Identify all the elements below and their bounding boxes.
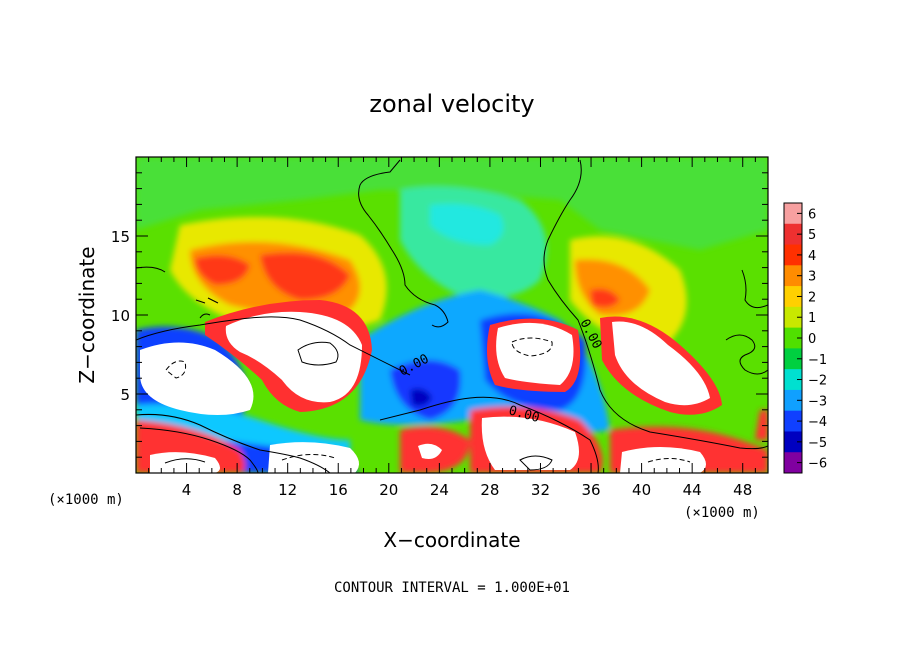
y-tick-label-0: 5	[120, 386, 130, 404]
x-tick-label-9: 40	[632, 481, 651, 499]
colorbar-tick-label-11: −5	[808, 436, 827, 451]
colorbar-tick-label-10: −4	[808, 415, 827, 430]
white-region-bottom-mid-left	[268, 442, 359, 473]
contour-white-left	[297, 341, 339, 366]
white-region-left-big	[225, 311, 362, 403]
colorbar-tick-label-6: 0	[808, 332, 816, 347]
y-tick-label-1: 10	[111, 307, 130, 325]
white-region-bottom-right	[620, 447, 706, 473]
dashed-contour-far-left	[165, 360, 187, 379]
colorbar-tick-label-1: 5	[808, 228, 816, 243]
colorbar-cell-3	[784, 265, 802, 287]
x-tick-label-1: 8	[232, 481, 242, 499]
colorbar-tick-label-4: 2	[808, 290, 816, 305]
colorbar-tick-label-0: 6	[808, 207, 816, 222]
contour-small-left	[195, 297, 219, 319]
x-tick-label-0: 4	[182, 481, 192, 499]
colorbar-cell-7	[784, 348, 802, 370]
contour-right-squiggle	[725, 334, 768, 375]
contour-lines	[136, 159, 768, 473]
colorbar-cell-6	[784, 327, 802, 349]
contour-upper-right	[543, 159, 768, 450]
x-tick-label-11: 48	[733, 481, 752, 499]
contour-interval-text: CONTOUR INTERVAL = 1.000E+01	[334, 580, 570, 596]
x-unit-left: (×1000 m)	[48, 492, 124, 508]
colorbar-tick-label-5: 1	[808, 311, 816, 326]
dashed-contour-bottom-right	[647, 458, 691, 463]
field-region-red-right	[590, 288, 620, 308]
contour-bottom-left-small	[164, 458, 206, 464]
y-axis: 5 10 15	[111, 172, 768, 458]
white-region-small	[418, 443, 442, 459]
colorbar-cell-8	[784, 369, 802, 391]
field-region-red-right-edge	[755, 410, 768, 440]
white-region-bottom-left	[150, 452, 220, 473]
chart-title: zonal velocity	[369, 90, 534, 118]
contour-lower-band	[136, 413, 331, 473]
x-tick-label-3: 16	[329, 481, 348, 499]
contour-white-center	[519, 455, 553, 471]
colorbar: 6 5 4 3 2 1 0 −1 −2 −3 −4 −5 −6	[783, 202, 827, 474]
plot-area	[136, 157, 768, 473]
colorbar-cell-11	[784, 431, 802, 453]
field-region-green-light	[136, 157, 768, 250]
contour-upper-left	[358, 159, 449, 328]
colorbar-cell-5	[784, 306, 802, 329]
dashed-contours	[165, 337, 691, 463]
field-region-red-left	[195, 255, 250, 285]
x-tick-label-7: 32	[531, 481, 550, 499]
y-tick-label-2: 15	[111, 228, 130, 246]
colorbar-tick-label-9: −3	[808, 394, 827, 409]
colorbar-tick-label-12: −6	[808, 457, 827, 472]
x-tick-label-10: 44	[683, 481, 702, 499]
contour-lower-band-2	[139, 427, 259, 473]
colorbar-tick-label-3: 3	[808, 270, 816, 285]
y-axis-label: Z−coordinate	[75, 246, 99, 383]
colorbar-cell-2	[784, 244, 802, 266]
colorbar-cell-9	[784, 389, 802, 412]
colorbar-tick-label-7: −1	[808, 353, 827, 368]
colorbar-cell-12	[784, 452, 802, 474]
field-region-darkblue-middle	[390, 360, 461, 420]
x-tick-label-8: 36	[581, 481, 600, 499]
x-unit-right: (×1000 m)	[684, 505, 760, 521]
contour-left	[136, 316, 411, 376]
white-region-center	[496, 322, 574, 385]
white-region-bottom-center	[481, 416, 579, 470]
x-tick-label-6: 28	[480, 481, 499, 499]
field-region-red-mid	[260, 252, 350, 300]
colorbar-cell-4	[784, 286, 802, 308]
white-region-far-left	[140, 342, 254, 415]
dashed-contour-bottom-left	[281, 454, 336, 461]
saturated-regions	[140, 311, 710, 473]
field-region-cyan-core	[430, 203, 504, 245]
white-region-right	[612, 321, 710, 406]
contour-right-edge	[741, 269, 768, 309]
colorbar-tick-label-2: 4	[808, 249, 816, 264]
colorbar-tick-label-8: −2	[808, 374, 827, 389]
x-tick-label-4: 20	[379, 481, 398, 499]
colorbar-cell-0	[784, 203, 802, 225]
x-tick-label-2: 12	[278, 481, 297, 499]
colorbar-cell-1	[784, 223, 802, 246]
contour-middle	[379, 396, 599, 473]
field-region-darkblue-core	[410, 388, 432, 407]
x-axis: 4 8 12 16 20 24 28 32 36 40 44 48	[148, 157, 756, 499]
colorbar-cell-10	[784, 410, 802, 432]
x-axis-label: X−coordinate	[383, 528, 520, 552]
dashed-contour-center	[511, 337, 553, 357]
x-tick-label-5: 24	[430, 481, 449, 499]
